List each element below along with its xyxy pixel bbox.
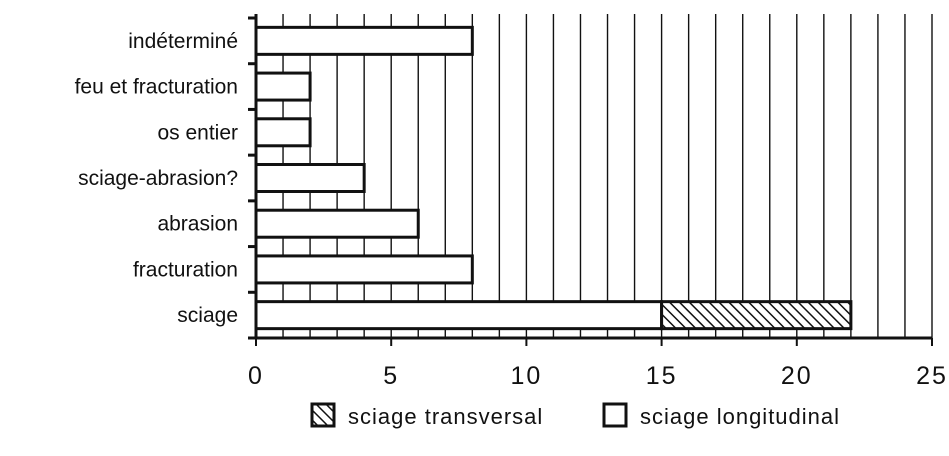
legend-label: sciage longitudinal <box>640 404 840 429</box>
category-label: feu et fracturation <box>75 76 238 99</box>
legend: sciage transversal sciage longitudinal <box>310 402 840 429</box>
category-label: fracturation <box>133 258 238 281</box>
x-tick-label: 15 <box>646 362 678 390</box>
bar-sciage-longitudinal <box>254 25 474 56</box>
labels: sciage fracturation abrasion sciage-abrasio… <box>75 30 948 390</box>
x-tick-label: 25 <box>916 362 948 390</box>
bar-sciage-longitudinal <box>254 71 312 102</box>
bar-sciage-longitudinal <box>254 208 420 239</box>
grid-lines <box>282 14 933 338</box>
bar-sciage-longitudinal <box>254 117 312 148</box>
x-tick-label: 5 <box>383 362 399 390</box>
category-label: sciage-abrasion? <box>78 167 238 190</box>
x-tick-label: 0 <box>248 362 264 390</box>
legend-swatch <box>310 402 336 428</box>
category-label: os entier <box>157 121 238 144</box>
category-label: indéterminé <box>128 30 238 53</box>
axes <box>248 14 933 346</box>
bar-sciage-longitudinal <box>254 300 664 331</box>
bar-sciage-longitudinal <box>254 163 366 193</box>
bar-sciage-longitudinal <box>254 254 474 285</box>
bar-sciage-transversal <box>660 300 853 331</box>
bars <box>254 25 853 331</box>
legend-swatch <box>602 402 628 428</box>
category-label: sciage <box>177 304 238 327</box>
x-tick-label: 10 <box>510 362 542 390</box>
x-tick-label: 20 <box>781 362 813 390</box>
category-label: abrasion <box>157 213 238 236</box>
legend-label: sciage transversal <box>348 404 543 429</box>
